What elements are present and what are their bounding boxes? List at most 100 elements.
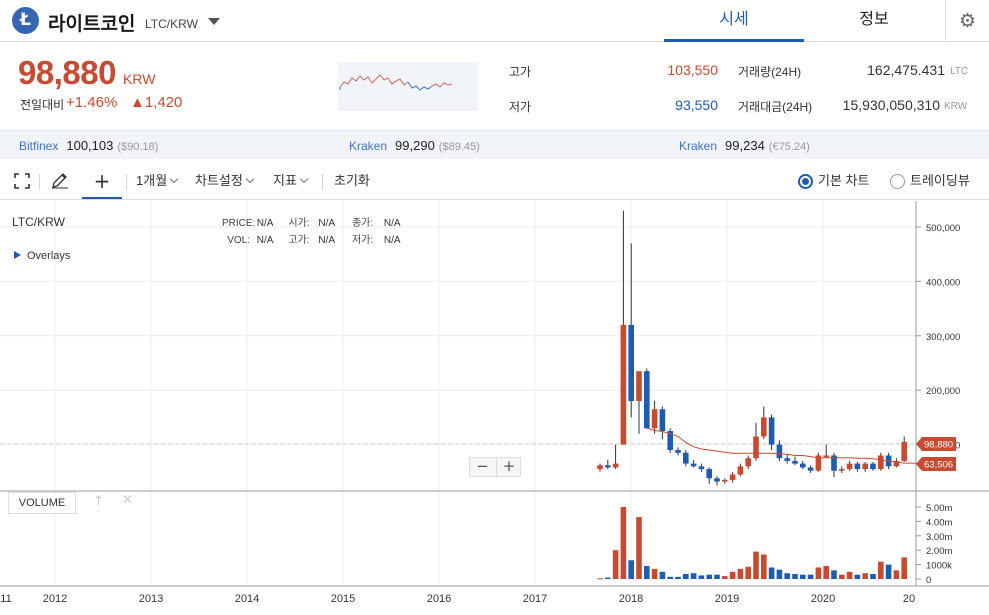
close-panel-icon[interactable]: ✕ bbox=[122, 493, 133, 508]
exchange-usd-price: ($89.45) bbox=[438, 141, 480, 153]
candlestick-chart[interactable]: 500,000400,000300,000200,000100,00011201… bbox=[0, 201, 989, 615]
tradingview-radio[interactable] bbox=[890, 174, 905, 189]
current-price-tag-shape bbox=[916, 437, 956, 451]
time-axis-label: 2013 bbox=[139, 593, 163, 605]
ohlc-vol-label: VOL: bbox=[227, 235, 250, 246]
volume-bar bbox=[846, 571, 853, 579]
volume-bar bbox=[714, 574, 720, 579]
indicators-dropdown[interactable]: 지표 bbox=[273, 163, 309, 199]
ohlc-close-label: 종가: bbox=[351, 218, 374, 229]
exchange-eur-price: (€75.24) bbox=[768, 141, 810, 153]
volume-bar bbox=[854, 574, 861, 579]
candle-body bbox=[870, 463, 876, 470]
exchange-price-bar: Bitfinex 100,103 ($90.18) Kraken 99,290 ($89… bbox=[0, 130, 989, 159]
move-panel-up-icon[interactable]: ↑ bbox=[93, 494, 104, 509]
time-axis-label: 2014 bbox=[235, 593, 259, 605]
volume-bar bbox=[612, 550, 619, 579]
reset-button[interactable]: 초기화 bbox=[334, 173, 370, 188]
chart-toolbar: + 1개월 차트설정 지표 초기화 기본 차트 트레이딩뷰 bbox=[0, 163, 989, 200]
price-unit: KRW bbox=[123, 71, 156, 87]
period-dropdown[interactable]: 1개월 bbox=[136, 163, 179, 199]
crosshair-button[interactable]: + bbox=[82, 163, 122, 199]
volume-axis-label: 5.00m bbox=[926, 503, 952, 514]
volume-bar bbox=[659, 571, 666, 579]
volume-24h-value: 162,475.431 bbox=[867, 62, 945, 78]
litecoin-logo-icon: Ł bbox=[12, 7, 39, 34]
coin-select-caret-icon[interactable] bbox=[208, 18, 220, 25]
volume-bar bbox=[815, 567, 822, 579]
exchange-usd-price: ($90.18) bbox=[117, 141, 159, 153]
volume-panel-label: VOLUME bbox=[8, 492, 76, 514]
chart-title: LTC/KRW bbox=[12, 215, 65, 229]
tab-price[interactable]: 시세 bbox=[664, 0, 804, 42]
last-close-tag: 63,506 bbox=[916, 457, 956, 471]
draw-button[interactable] bbox=[46, 163, 74, 199]
volume-bar bbox=[690, 573, 697, 579]
high-label: 고가 bbox=[509, 65, 532, 79]
tradingview-label[interactable]: 트레이딩뷰 bbox=[910, 173, 970, 188]
volume-bar bbox=[651, 568, 658, 579]
volume-axis-label: 3.00m bbox=[926, 532, 952, 543]
ohlc-high-value: N/A bbox=[318, 235, 336, 246]
exchange-item: Bitfinex 100,103 ($90.18) bbox=[19, 138, 158, 153]
volume-bar bbox=[698, 575, 705, 579]
basic-chart-label[interactable]: 기본 차트 bbox=[818, 173, 870, 188]
ohlc-price-value: N/A bbox=[256, 218, 274, 229]
time-axis-label: 2020 bbox=[811, 593, 835, 605]
time-axis-label: 2015 bbox=[331, 593, 355, 605]
fullscreen-button[interactable] bbox=[8, 163, 36, 199]
zoom-out-button[interactable]: − bbox=[470, 458, 495, 476]
volume-bar bbox=[831, 570, 837, 579]
ohlc-vol-value: N/A bbox=[256, 235, 274, 246]
ohlc-row-1: PRICE: N/A 시가: N/A 종가: N/A bbox=[222, 214, 401, 229]
price-axis-label: 500,000 bbox=[926, 223, 960, 234]
time-axis-label: 11 bbox=[0, 593, 11, 605]
ohlc-open-label: 시가: bbox=[288, 218, 310, 229]
exchange-name: Bitfinex bbox=[19, 139, 59, 153]
candle-body bbox=[807, 467, 814, 471]
volume-bar bbox=[784, 573, 790, 579]
fullscreen-icon bbox=[14, 173, 30, 189]
candle-body bbox=[659, 409, 666, 431]
volume-bar bbox=[753, 551, 759, 579]
exchange-name: Kraken bbox=[679, 139, 718, 153]
settings-button[interactable]: ⚙ bbox=[945, 0, 989, 42]
exchange-price: 100,103 bbox=[66, 138, 114, 153]
zoom-in-button[interactable]: + bbox=[496, 458, 521, 476]
chart-settings-dropdown[interactable]: 차트설정 bbox=[195, 163, 255, 199]
candle-body bbox=[901, 441, 907, 461]
candle-body bbox=[854, 463, 861, 470]
candle-body bbox=[737, 466, 744, 475]
high-value: 103,550 bbox=[667, 62, 718, 78]
volume-bar bbox=[722, 576, 728, 579]
volume-bar bbox=[792, 573, 798, 579]
candle-body bbox=[831, 455, 837, 471]
amount-24h-unit: KRW bbox=[944, 101, 968, 112]
candle-body bbox=[753, 436, 759, 459]
candle-body bbox=[667, 431, 673, 451]
time-axis-label: 2019 bbox=[715, 593, 739, 605]
volume-bar bbox=[776, 569, 783, 579]
price-chart-area[interactable]: 500,000400,000300,000200,000100,00011201… bbox=[0, 201, 989, 615]
indicators-label: 지표 bbox=[273, 173, 297, 188]
candle-body bbox=[683, 452, 689, 464]
tab-info[interactable]: 정보 bbox=[859, 11, 889, 28]
sparkline-svg bbox=[339, 74, 453, 91]
volume-bar bbox=[823, 566, 829, 579]
overlays-toggle[interactable]: Overlays bbox=[14, 250, 70, 262]
ohlc-high-label: 고가: bbox=[288, 235, 310, 246]
volume-bar bbox=[745, 566, 751, 579]
volume-axis-label: 2.00m bbox=[926, 546, 952, 557]
volume-bar bbox=[706, 574, 712, 579]
candle-body bbox=[776, 444, 783, 459]
candle-body bbox=[612, 463, 619, 468]
candle-body bbox=[628, 324, 634, 402]
basic-chart-radio[interactable] bbox=[798, 174, 813, 189]
candle-body bbox=[784, 458, 790, 461]
candle-body bbox=[706, 469, 712, 479]
volume-bar bbox=[737, 568, 744, 579]
exchange-name: Kraken bbox=[349, 139, 388, 153]
candle-body bbox=[597, 465, 603, 470]
change-amount: ▲1,420 bbox=[130, 94, 183, 111]
change-label: 전일대비 bbox=[20, 98, 65, 112]
